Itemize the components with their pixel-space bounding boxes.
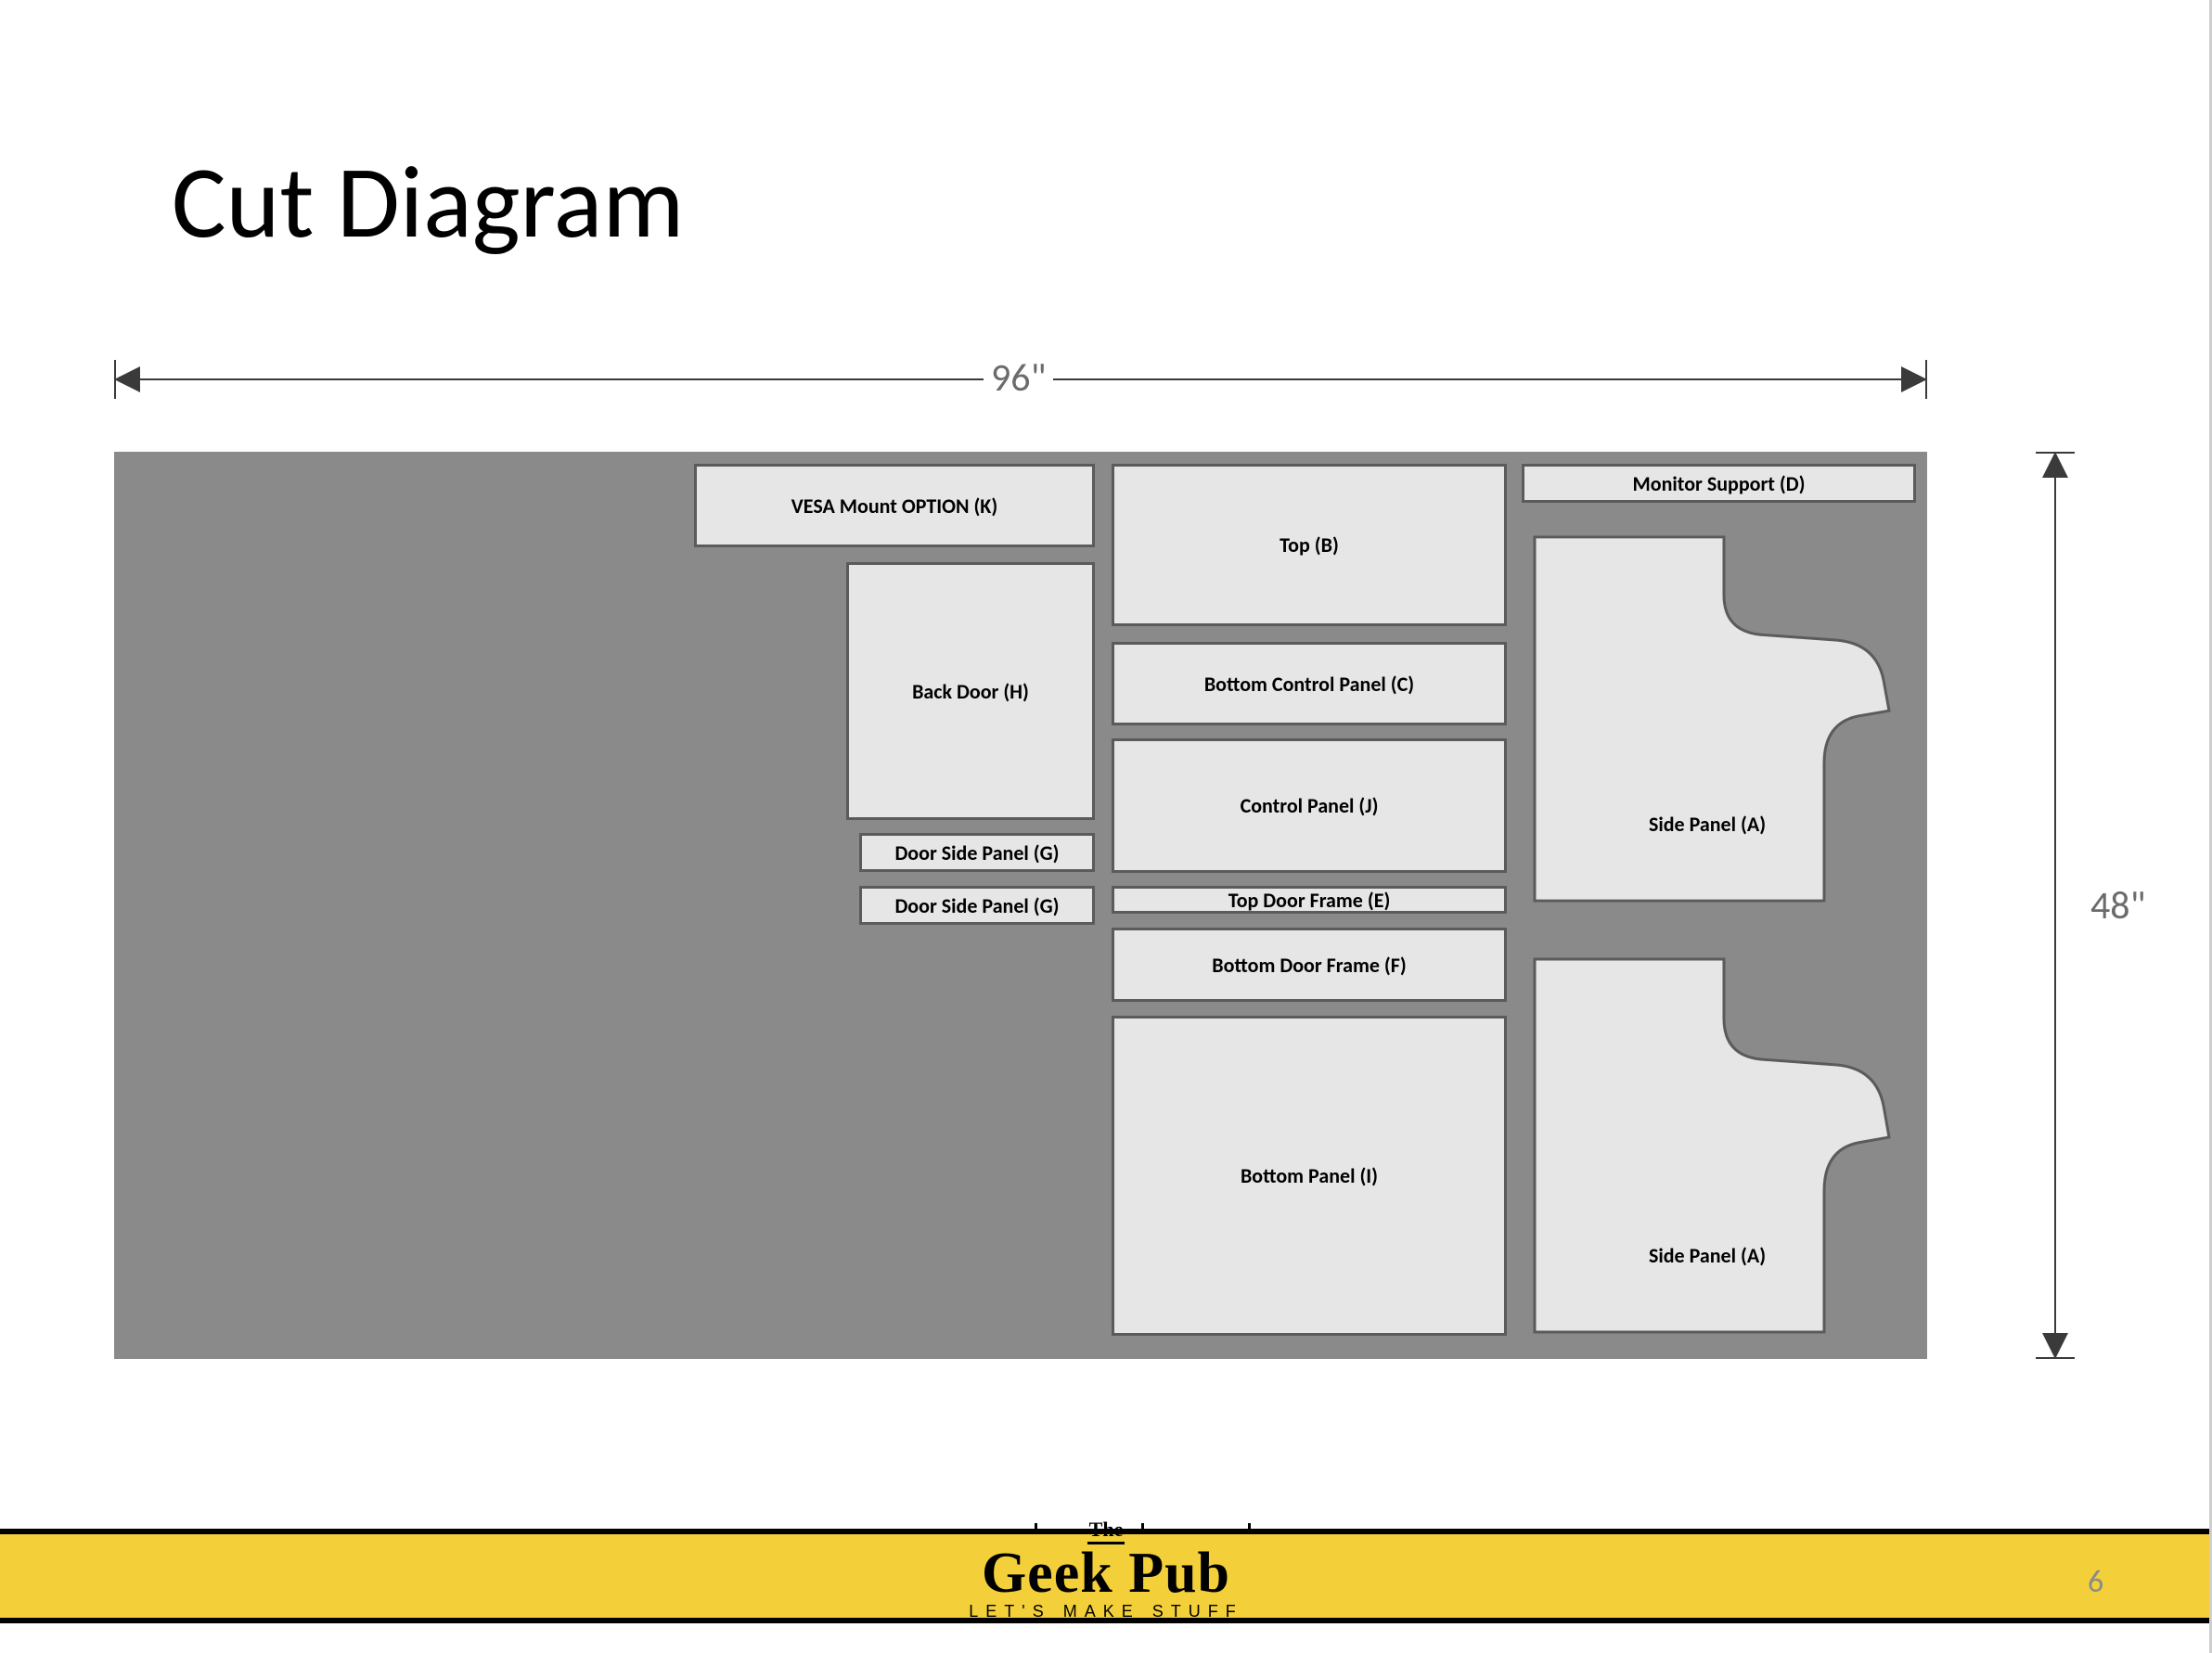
- dim-h-label: 96": [984, 354, 1053, 402]
- piece-g2: Door Side Panel (G): [859, 886, 1095, 925]
- logo: The Geek Pub LET'S MAKE STUFF: [902, 1518, 1310, 1621]
- piece-label: Side Panel (A): [1614, 812, 1800, 837]
- piece-a-1: [1531, 533, 1893, 904]
- piece-c: Bottom Control Panel (C): [1112, 642, 1507, 725]
- piece-label: VESA Mount OPTION (K): [791, 493, 997, 519]
- piece-label: Bottom Panel (I): [1241, 1163, 1378, 1188]
- arrow-down-icon: [2042, 1333, 2068, 1359]
- piece-label: Bottom Control Panel (C): [1204, 672, 1414, 697]
- piece-d: Monitor Support (D): [1522, 464, 1916, 503]
- page: Cut Diagram 96" 48" VESA Mount OPTION (K…: [0, 0, 2212, 1653]
- piece-label: Door Side Panel (G): [894, 840, 1059, 865]
- piece-b: Top (B): [1112, 464, 1507, 626]
- dim-v-label: 48": [2083, 882, 2153, 929]
- piece-label: Top (B): [1280, 532, 1339, 557]
- dim-v-line: [2054, 472, 2056, 1339]
- piece-a-2: [1531, 955, 1893, 1336]
- page-title: Cut Diagram: [172, 139, 684, 264]
- piece-k: VESA Mount OPTION (K): [694, 464, 1095, 547]
- page-number: 6: [2088, 1563, 2103, 1601]
- logo-the: The: [1087, 1518, 1125, 1544]
- piece-j: Control Panel (J): [1112, 738, 1507, 873]
- piece-e: Top Door Frame (E): [1112, 886, 1507, 914]
- piece-label: Control Panel (J): [1241, 793, 1379, 818]
- piece-label: Side Panel (A): [1614, 1243, 1800, 1268]
- piece-label: Top Door Frame (E): [1228, 888, 1391, 913]
- logo-tagline: LET'S MAKE STUFF: [902, 1602, 1310, 1621]
- piece-f: Bottom Door Frame (F): [1112, 928, 1507, 1002]
- piece-label: Monitor Support (D): [1633, 471, 1806, 496]
- arrow-right-icon: [1901, 366, 1927, 392]
- piece-i: Bottom Panel (I): [1112, 1016, 1507, 1336]
- piece-h: Back Door (H): [846, 562, 1095, 820]
- piece-label: Back Door (H): [912, 679, 1029, 704]
- piece-g1: Door Side Panel (G): [859, 833, 1095, 872]
- piece-label: Bottom Door Frame (F): [1212, 953, 1406, 978]
- logo-main: Geek Pub: [902, 1544, 1310, 1602]
- piece-label: Door Side Panel (G): [894, 893, 1059, 918]
